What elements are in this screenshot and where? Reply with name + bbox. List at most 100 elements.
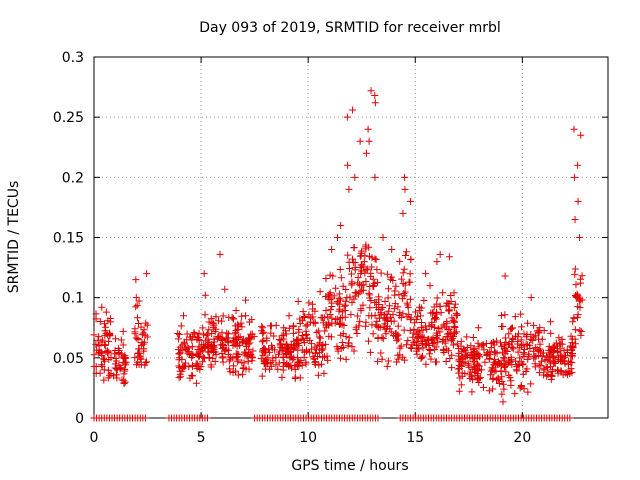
data-point bbox=[315, 333, 323, 341]
data-point bbox=[483, 352, 491, 360]
data-point bbox=[481, 358, 489, 366]
data-point bbox=[260, 360, 268, 368]
data-point bbox=[499, 322, 507, 330]
data-point bbox=[399, 209, 407, 217]
data-point bbox=[522, 340, 530, 348]
data-point bbox=[133, 301, 141, 309]
data-point bbox=[335, 290, 343, 298]
data-point bbox=[507, 356, 515, 364]
data-point bbox=[394, 322, 402, 330]
data-point bbox=[508, 338, 516, 346]
data-point bbox=[234, 353, 242, 361]
data-point bbox=[486, 371, 494, 379]
data-point bbox=[466, 374, 474, 382]
data-point bbox=[120, 370, 128, 378]
data-point bbox=[426, 346, 434, 354]
data-point bbox=[257, 355, 265, 363]
data-point bbox=[267, 359, 275, 367]
data-point bbox=[105, 348, 113, 356]
data-point bbox=[567, 332, 575, 340]
data-point bbox=[317, 360, 325, 368]
data-point bbox=[453, 340, 461, 348]
data-point bbox=[294, 337, 302, 345]
data-point bbox=[337, 221, 345, 229]
data-point bbox=[352, 289, 360, 297]
data-point bbox=[207, 363, 215, 371]
data-point bbox=[303, 321, 311, 329]
data-point bbox=[119, 358, 127, 366]
data-point bbox=[436, 328, 444, 336]
data-point bbox=[531, 344, 539, 352]
data-point bbox=[121, 359, 129, 367]
data-point bbox=[280, 335, 288, 343]
data-point bbox=[374, 334, 382, 342]
data-point bbox=[349, 106, 357, 114]
data-point bbox=[334, 299, 342, 307]
data-point bbox=[369, 275, 377, 283]
data-point bbox=[417, 312, 425, 320]
data-point bbox=[104, 374, 112, 382]
data-point bbox=[406, 316, 414, 324]
data-point bbox=[311, 359, 319, 367]
data-point bbox=[559, 357, 567, 365]
data-point bbox=[92, 369, 100, 377]
data-point bbox=[501, 341, 509, 349]
data-point bbox=[97, 348, 105, 356]
data-point bbox=[386, 302, 394, 310]
data-point bbox=[343, 113, 351, 121]
data-point bbox=[393, 358, 401, 366]
data-point bbox=[368, 321, 376, 329]
data-point bbox=[574, 197, 582, 205]
data-point bbox=[568, 343, 576, 351]
data-point bbox=[517, 336, 525, 344]
data-point bbox=[511, 390, 519, 398]
data-point bbox=[469, 355, 477, 363]
data-point bbox=[347, 270, 355, 278]
data-point bbox=[447, 292, 455, 300]
data-point bbox=[232, 306, 240, 314]
data-point bbox=[229, 362, 237, 370]
data-point bbox=[222, 345, 230, 353]
data-point bbox=[364, 337, 372, 345]
data-point bbox=[572, 281, 580, 289]
data-point bbox=[517, 383, 525, 391]
data-point bbox=[384, 357, 392, 365]
data-point bbox=[445, 329, 453, 337]
data-point bbox=[455, 361, 463, 369]
data-point bbox=[412, 308, 420, 316]
data-point bbox=[350, 244, 358, 252]
data-point bbox=[283, 347, 291, 355]
data-point bbox=[232, 327, 240, 335]
data-point bbox=[274, 365, 282, 373]
data-point bbox=[414, 344, 422, 352]
data-point bbox=[434, 338, 442, 346]
data-point bbox=[374, 278, 382, 286]
data-point bbox=[547, 318, 555, 326]
data-point bbox=[226, 368, 234, 376]
data-point bbox=[135, 361, 143, 369]
data-point bbox=[311, 318, 319, 326]
data-point bbox=[177, 322, 185, 330]
data-point bbox=[101, 341, 109, 349]
y-tick-label: 0.15 bbox=[53, 231, 84, 247]
data-point bbox=[377, 309, 385, 317]
data-point bbox=[143, 358, 151, 366]
data-point bbox=[455, 387, 463, 395]
data-point bbox=[325, 290, 333, 298]
data-point bbox=[496, 360, 504, 368]
data-point bbox=[98, 303, 106, 311]
data-point bbox=[188, 343, 196, 351]
data-point bbox=[410, 339, 418, 347]
data-point bbox=[322, 274, 330, 282]
data-point bbox=[535, 369, 543, 377]
data-point bbox=[525, 350, 533, 358]
data-point bbox=[338, 338, 346, 346]
data-point bbox=[109, 372, 117, 380]
data-point bbox=[418, 319, 426, 327]
data-point bbox=[433, 258, 441, 266]
data-point bbox=[516, 354, 524, 362]
y-tick-label: 0.3 bbox=[62, 50, 84, 66]
data-point bbox=[92, 340, 100, 348]
data-point bbox=[451, 300, 459, 308]
data-point bbox=[245, 318, 253, 326]
